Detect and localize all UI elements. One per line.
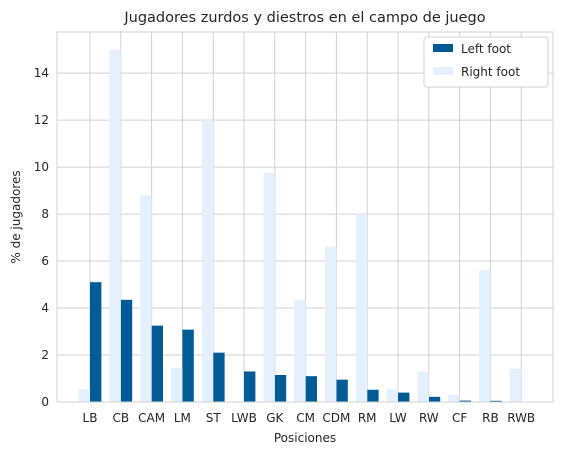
bar-left-foot bbox=[398, 392, 410, 402]
x-tick-label: CDM bbox=[322, 411, 350, 425]
bar-left-foot bbox=[274, 374, 287, 402]
y-tick-label: 12 bbox=[34, 113, 49, 127]
x-tick-label: GK bbox=[266, 411, 284, 425]
bar-right-foot bbox=[109, 49, 121, 402]
legend: Left foot Right foot bbox=[423, 36, 549, 88]
bar-right-foot bbox=[386, 389, 398, 402]
x-tick-label: LW bbox=[389, 411, 407, 425]
bar-left-foot bbox=[120, 299, 133, 402]
bar-left-foot bbox=[244, 371, 256, 402]
legend-swatch-left-foot bbox=[433, 44, 453, 52]
y-tick-label: 2 bbox=[41, 348, 49, 362]
x-tick-labels: LB CB CAM LM ST LWB GK CM CDM RM LW RW CF RB RWB bbox=[83, 411, 536, 425]
bar-right-foot bbox=[448, 394, 460, 402]
bar-left-foot bbox=[151, 325, 163, 402]
bar-left-foot bbox=[459, 400, 471, 402]
x-tick-label: RB bbox=[482, 411, 499, 425]
bar-left-foot bbox=[213, 352, 225, 402]
bar-left-foot bbox=[336, 379, 348, 402]
y-tick-label: 0 bbox=[41, 395, 49, 409]
x-tick-label: LM bbox=[174, 411, 191, 425]
x-tick-label: RM bbox=[358, 411, 377, 425]
bar-right-foot bbox=[78, 389, 90, 402]
bar-right-foot bbox=[479, 269, 491, 402]
bar-right-foot bbox=[171, 367, 183, 402]
x-tick-label: LB bbox=[83, 411, 98, 425]
x-axis-label: Posiciones bbox=[274, 431, 336, 445]
x-tick-label: RWB bbox=[507, 411, 535, 425]
legend-label-right-foot: Right foot bbox=[461, 65, 520, 79]
bar-left-foot bbox=[367, 389, 379, 402]
legend-swatch-right-foot bbox=[433, 67, 453, 75]
chart-title: Jugadores zurdos y diestros en el campo … bbox=[123, 10, 485, 26]
y-tick-label: 6 bbox=[41, 254, 49, 268]
y-tick-label: 4 bbox=[41, 301, 49, 315]
y-tick-label: 10 bbox=[34, 160, 49, 174]
y-axis-label: % de jugadores bbox=[9, 170, 23, 263]
bar-left-foot bbox=[428, 396, 441, 402]
x-tick-label: CAM bbox=[138, 411, 165, 425]
legend-box bbox=[423, 36, 549, 88]
bar-left-foot bbox=[490, 400, 502, 402]
y-tick-label: 8 bbox=[41, 207, 49, 221]
y-tick-labels: 0 2 4 6 8 10 12 14 bbox=[34, 66, 49, 409]
bar-right-foot bbox=[355, 214, 368, 402]
x-tick-label: LWB bbox=[231, 411, 257, 425]
bar-left-foot bbox=[90, 282, 102, 402]
bar-right-foot bbox=[417, 371, 429, 402]
y-tick-label: 14 bbox=[34, 66, 49, 80]
bar-right-foot bbox=[263, 172, 275, 402]
bar-right-foot bbox=[294, 299, 306, 402]
plot-frame bbox=[56, 31, 554, 403]
bar-right-foot bbox=[509, 368, 522, 402]
x-tick-label: ST bbox=[206, 411, 222, 425]
bar-left-foot bbox=[182, 329, 194, 402]
bars bbox=[78, 49, 522, 402]
x-tick-label: RW bbox=[419, 411, 439, 425]
bar-right-foot bbox=[201, 120, 214, 402]
bar-left-foot bbox=[305, 376, 317, 402]
x-tick-label: CF bbox=[452, 411, 467, 425]
x-tick-label: CM bbox=[296, 411, 315, 425]
x-tick-label: CB bbox=[112, 411, 129, 425]
bar-right-foot bbox=[140, 195, 152, 402]
legend-label-left-foot: Left foot bbox=[461, 42, 511, 56]
bar-right-foot bbox=[325, 246, 337, 402]
